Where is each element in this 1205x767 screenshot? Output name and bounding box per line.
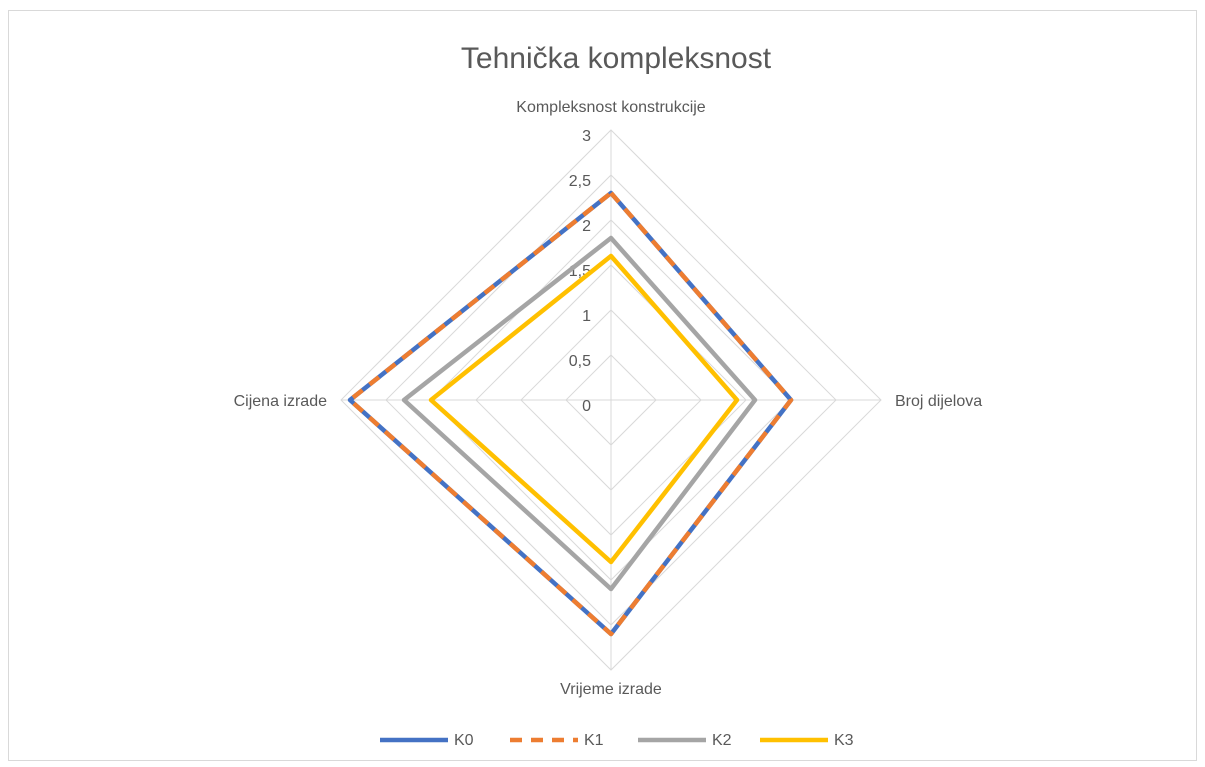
category-label: Vrijeme izrade — [560, 681, 662, 698]
chart-frame — [8, 10, 1197, 761]
category-label: Cijena izrade — [234, 393, 327, 410]
legend-label: K2 — [712, 732, 732, 749]
tick-label: 1 — [582, 308, 591, 325]
legend-label: K0 — [454, 732, 474, 749]
tick-label: 2 — [582, 218, 591, 235]
legend-label: K1 — [584, 732, 604, 749]
tick-label: 2,5 — [569, 173, 591, 190]
category-label: Broj dijelova — [895, 393, 982, 410]
series-line — [428, 253, 740, 565]
series-line — [347, 190, 794, 637]
chart-title: Tehnička kompleksnost — [461, 42, 772, 75]
legend-label: K3 — [834, 732, 854, 749]
tick-label: 3 — [582, 128, 591, 145]
category-label: Kompleksnost konstrukcije — [516, 99, 706, 116]
series-line — [401, 235, 758, 592]
tick-label: 0,5 — [569, 353, 591, 370]
tick-label: 0 — [582, 398, 591, 415]
